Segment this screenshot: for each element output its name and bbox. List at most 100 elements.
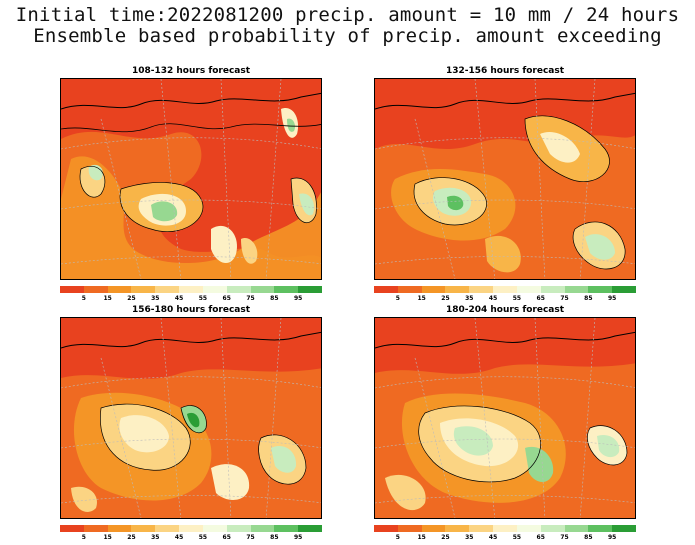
colorbar-tick-label: 85 — [270, 295, 279, 302]
forecast-panel-156-180: 156-180 hours forecast 5 15 25 35 45 55 65 75 85… — [60, 305, 322, 541]
colorbar-swatch — [298, 286, 322, 293]
colorbar-swatch — [83, 286, 108, 293]
colorbar-tick-label: 55 — [512, 534, 522, 541]
colorbar-tick-label: 5 — [81, 534, 86, 541]
colorbar-tick-label: 45 — [488, 295, 498, 302]
colorbar-tick-label: 25 — [441, 295, 450, 302]
colorbar-swatch — [445, 525, 470, 532]
colorbar-tick-label: 75 — [246, 295, 255, 302]
colorbar-swatch — [588, 525, 613, 532]
panel-title: 156-180 hours forecast — [131, 305, 251, 315]
colorbar-tick-label: 55 — [198, 534, 208, 541]
colorbar-tick-label: 95 — [607, 534, 617, 541]
colorbar-tick-label: 25 — [127, 295, 136, 302]
colorbar-tick-label: 65 — [222, 295, 231, 302]
colorbar-tick-label: 95 — [293, 295, 303, 302]
colorbar-swatch — [250, 525, 275, 532]
colorbar-swatch — [374, 525, 398, 532]
colorbar-tick-label: 35 — [151, 534, 160, 541]
colorbar-tick-label: 5 — [395, 295, 400, 302]
colorbar-swatch — [564, 286, 589, 293]
colorbar-labels: 5 15 25 35 45 55 65 75 85 95 — [60, 534, 322, 543]
colorbar-swatch — [83, 525, 108, 532]
colorbar-tick-label: 75 — [246, 534, 255, 541]
colorbar-tick-label: 95 — [607, 295, 617, 302]
colorbar-tick-label: 45 — [488, 534, 498, 541]
forecast-panel-132-156: 132-156 hours forecast 5 15 25 35 45 55 65 75 85… — [374, 66, 636, 302]
colorbar-swatch — [274, 286, 299, 293]
colorbar-tick-label: 55 — [198, 295, 208, 302]
colorbar-swatch — [107, 525, 132, 532]
colorbar: 5 15 25 35 45 55 65 75 85 95 — [374, 525, 636, 545]
colorbar-swatch — [469, 525, 494, 532]
forecast-panel-180-204: 180-204 hours forecast 5 15 25 35 45 55 65 75 85… — [374, 305, 636, 541]
colorbar-tick-label: 15 — [103, 534, 112, 541]
colorbar-swatch — [564, 525, 589, 532]
colorbar-swatch — [445, 286, 470, 293]
colorbar-swatch — [374, 286, 398, 293]
colorbar-tick-label: 15 — [417, 295, 426, 302]
figure-title-line-1: Initial time:2022081200 precip. amount =… — [15, 4, 680, 26]
map-graphic — [375, 79, 635, 279]
colorbar-tick-label: 85 — [584, 534, 593, 541]
map-graphic — [61, 79, 321, 279]
colorbar-tick-label: 85 — [584, 295, 593, 302]
probability-map — [60, 317, 322, 519]
colorbar-tick-label: 95 — [293, 534, 303, 541]
colorbar-swatch — [60, 286, 84, 293]
colorbar-tick-label: 25 — [127, 534, 136, 541]
panel-title: 108-132 hours forecast — [131, 66, 251, 76]
colorbar-swatches — [374, 525, 636, 532]
probability-map — [374, 317, 636, 519]
colorbar-tick-label: 45 — [174, 295, 184, 302]
colorbar-tick-label: 15 — [103, 295, 112, 302]
colorbar: 5 15 25 35 45 55 65 75 85 95 — [60, 525, 322, 545]
colorbar-swatch — [421, 286, 446, 293]
colorbar-swatch — [493, 525, 517, 532]
colorbar-swatch — [131, 286, 156, 293]
colorbar-swatch — [397, 525, 422, 532]
colorbar-swatch — [250, 286, 275, 293]
colorbar-swatch — [226, 525, 251, 532]
colorbar-tick-label: 35 — [151, 295, 160, 302]
colorbar-swatch — [493, 286, 517, 293]
colorbar: 5 15 25 35 45 55 65 75 85 95 — [60, 286, 322, 306]
colorbar-tick-label: 55 — [512, 295, 522, 302]
map-graphic — [61, 318, 321, 518]
colorbar-swatch — [516, 525, 541, 532]
panel-title: 180-204 hours forecast — [445, 305, 565, 315]
colorbar-tick-label: 5 — [81, 295, 86, 302]
colorbar-tick-label: 85 — [270, 534, 279, 541]
colorbar-swatches — [60, 525, 322, 532]
colorbar-swatch — [540, 525, 565, 532]
colorbar-swatch — [202, 286, 227, 293]
colorbar-swatch — [397, 286, 422, 293]
colorbar-tick-label: 35 — [465, 534, 474, 541]
colorbar-swatch — [202, 525, 227, 532]
colorbar-labels: 5 15 25 35 45 55 65 75 85 95 — [374, 295, 636, 304]
colorbar-swatch — [421, 525, 446, 532]
colorbar-swatch — [60, 525, 84, 532]
colorbar-tick-label: 65 — [536, 295, 545, 302]
colorbar-swatches — [60, 286, 322, 293]
colorbar-swatch — [540, 286, 565, 293]
colorbar-swatch — [107, 286, 132, 293]
colorbar-tick-label: 5 — [395, 534, 400, 541]
colorbar-tick-label: 75 — [560, 534, 569, 541]
colorbar-swatch — [179, 286, 203, 293]
colorbar-swatch — [155, 286, 180, 293]
figure-title-line-2: Ensemble based probability of precip. am… — [33, 25, 662, 47]
colorbar-swatch — [179, 525, 203, 532]
probability-map — [374, 78, 636, 280]
panel-title: 132-156 hours forecast — [445, 66, 565, 76]
colorbar-swatch — [469, 286, 494, 293]
colorbar-tick-label: 45 — [174, 534, 184, 541]
probability-map — [60, 78, 322, 280]
colorbar-swatch — [612, 525, 636, 532]
colorbar-swatch — [588, 286, 613, 293]
colorbar-labels: 5 15 25 35 45 55 65 75 85 95 — [374, 534, 636, 543]
colorbar-swatches — [374, 286, 636, 293]
colorbar-tick-label: 75 — [560, 295, 569, 302]
colorbar: 5 15 25 35 45 55 65 75 85 95 — [374, 286, 636, 306]
